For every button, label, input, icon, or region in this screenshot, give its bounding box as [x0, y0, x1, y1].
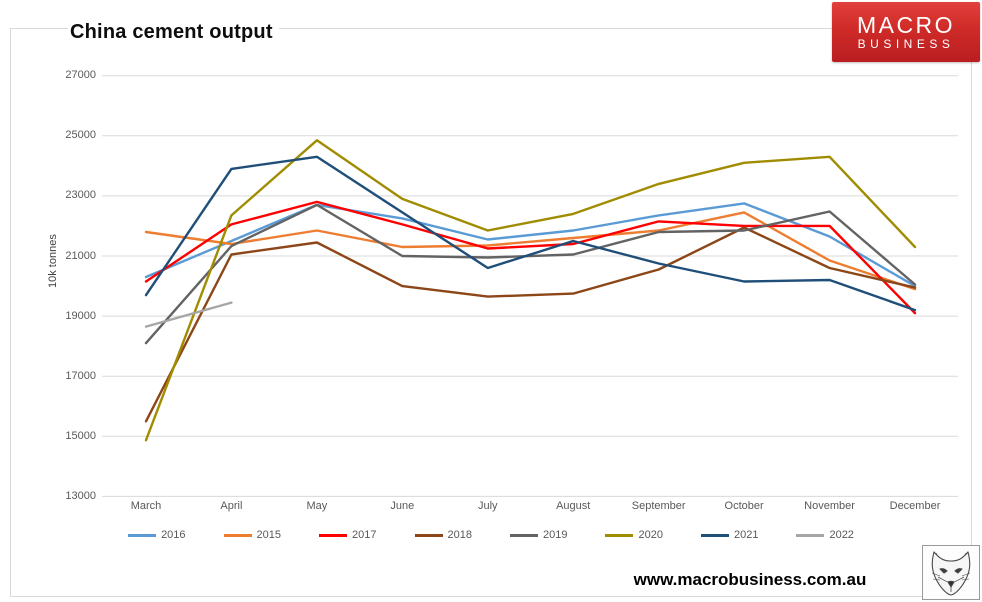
x-tick-label-december: December [889, 500, 941, 512]
y-axis-title: 10k tonnes [47, 234, 59, 288]
legend-swatch-2017 [319, 533, 348, 537]
series-line-2017 [144, 200, 917, 315]
y-tick-label-27000: 27000 [65, 69, 96, 82]
series-line-2018 [144, 226, 917, 423]
legend-item-2018: 2018 [414, 529, 472, 541]
y-tick-label-13000: 13000 [65, 489, 96, 502]
legend-label-2020: 2020 [638, 529, 663, 541]
y-tick-label-17000: 17000 [65, 369, 96, 382]
series-line-2022 [144, 301, 233, 328]
y-tick-label-23000: 23000 [65, 189, 96, 202]
legend-swatch-2021 [700, 533, 729, 537]
x-tick-label-april: April [220, 500, 243, 512]
x-tick-label-june: June [390, 500, 415, 512]
legend-swatch-2019 [510, 533, 538, 537]
legend-item-2017: 2017 [319, 529, 377, 541]
legend-item-2022: 2022 [796, 529, 854, 541]
series-line-2019 [144, 203, 917, 345]
legend-item-2016: 2016 [128, 529, 186, 541]
legend-label-2019: 2019 [543, 529, 568, 541]
x-tick-label-march: March [130, 500, 162, 512]
series-line-2020 [144, 139, 917, 442]
y-tick-label-19000: 19000 [65, 309, 96, 322]
page-title: China cement output [68, 21, 279, 46]
logo-text-business: BUSINESS [857, 36, 955, 51]
legend-item-2021: 2021 [700, 529, 759, 541]
legend-swatch-2016 [128, 533, 157, 537]
x-tick-label-november: November [804, 500, 855, 512]
logo-text-macro: MACRO [856, 11, 956, 38]
legend-item-2019: 2019 [510, 529, 567, 541]
y-tick-label-25000: 25000 [65, 129, 96, 142]
series-line-2015 [144, 211, 917, 291]
x-tick-label-september: September [631, 500, 686, 512]
legend-label-2016: 2016 [161, 529, 186, 541]
legend-swatch-2022 [796, 533, 825, 537]
series-line-2021 [144, 155, 917, 312]
chart-border [10, 28, 972, 597]
fox-logo-icon [931, 550, 971, 596]
legend-label-2015: 2015 [256, 529, 282, 541]
x-tick-label-october: October [724, 500, 764, 512]
chart-legend: 2016 2015 2017 2018 2019 2020 2021 2022 [0, 526, 982, 544]
y-tick-label-21000: 21000 [65, 249, 96, 262]
legend-label-2017: 2017 [352, 529, 377, 541]
x-tick-label-july: July [477, 500, 498, 512]
x-tick-label-august: August [556, 500, 591, 512]
legend-swatch-2020 [605, 533, 634, 537]
legend-label-2021: 2021 [733, 529, 759, 541]
x-tick-label-may: May [306, 500, 328, 512]
y-tick-label-15000: 15000 [65, 429, 96, 442]
fox-logo-box [922, 545, 980, 600]
legend-label-2022: 2022 [829, 529, 854, 541]
footer-url: www.macrobusiness.com.au [633, 570, 867, 589]
legend-swatch-2015 [223, 533, 252, 537]
legend-item-2015: 2015 [223, 529, 282, 541]
macrobusiness-logo: MACRO BUSINESS [832, 2, 980, 62]
legend-swatch-2018 [414, 533, 443, 537]
legend-item-2020: 2020 [605, 529, 663, 541]
legend-label-2018: 2018 [447, 529, 472, 541]
